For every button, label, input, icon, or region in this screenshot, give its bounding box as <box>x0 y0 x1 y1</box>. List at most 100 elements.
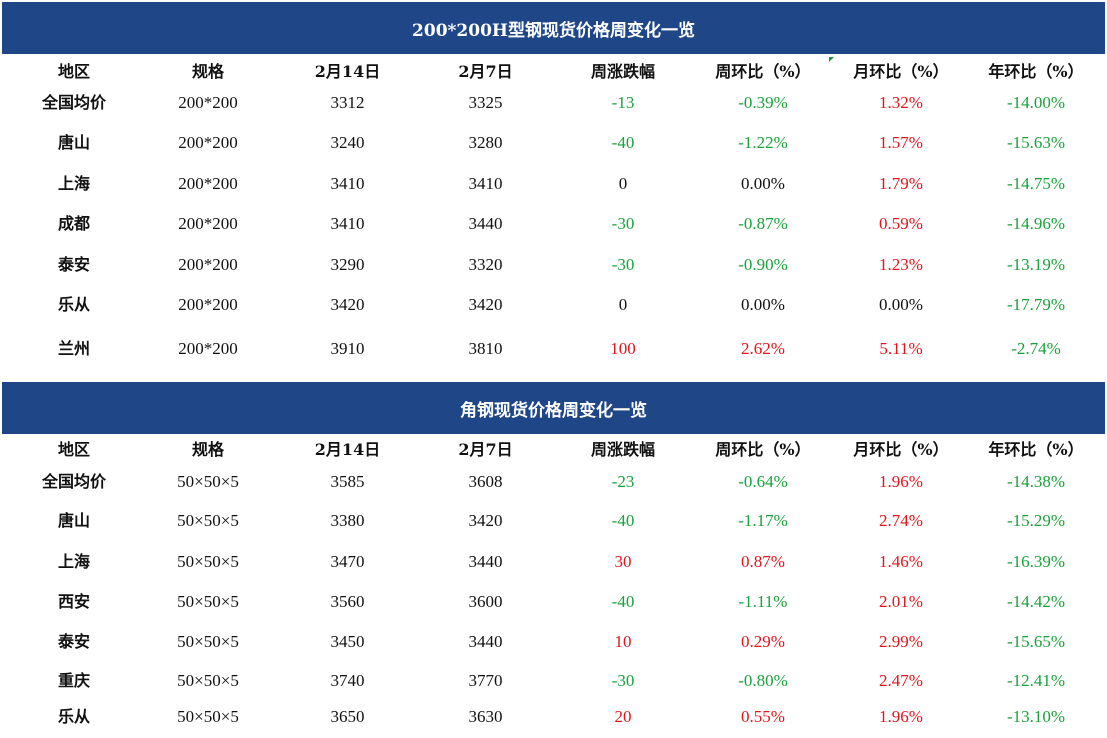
cell-weekly-change: -40 <box>611 592 635 611</box>
cell-price-current: 3470 <box>330 552 365 571</box>
cell-week-pct: -0.80% <box>738 671 788 690</box>
cell-price-current: 3650 <box>330 707 365 726</box>
cell-month-pct: 1.79% <box>879 174 923 193</box>
cell-year-pct: -16.39% <box>1006 552 1066 571</box>
cell-week-pct: -0.90% <box>738 255 788 274</box>
cell-region: 西安 <box>57 592 90 611</box>
cell-year-pct: -2.74% <box>1011 339 1061 358</box>
cell-region: 乐从 <box>57 295 90 314</box>
table-row: 全国均价 50×50×5 3585 3608 -23 -0.64% 1.96% -14.38% <box>0 470 1107 494</box>
header-date-previous: 2月7日 <box>458 440 513 459</box>
cell-price-current: 3290 <box>330 255 365 274</box>
cell-month-pct: 1.23% <box>879 255 923 274</box>
cell-spec: 200*200 <box>178 295 238 314</box>
cell-spec: 200*200 <box>178 339 238 358</box>
cell-region: 唐山 <box>57 133 90 152</box>
header-week-pct: 周环比（%） <box>715 440 811 459</box>
table-row: 全国均价 200*200 3312 3325 -13 -0.39% 1.32% -14.00% <box>0 91 1107 115</box>
header-date-previous: 2月7日 <box>458 62 513 81</box>
cell-price-previous: 3420 <box>468 511 503 530</box>
cell-price-previous: 3608 <box>468 472 503 491</box>
cell-price-current: 3410 <box>330 214 365 233</box>
cell-region: 全国均价 <box>41 93 106 112</box>
cell-spec: 50×50×5 <box>177 552 239 571</box>
cell-week-pct: 0.87% <box>741 552 785 571</box>
cell-weekly-change: 30 <box>614 552 632 571</box>
cell-price-previous: 3440 <box>468 552 503 571</box>
cell-week-pct: 0.00% <box>741 174 785 193</box>
header-spec: 规格 <box>191 440 224 459</box>
cell-spec: 50×50×5 <box>177 472 239 491</box>
cell-week-pct: 0.55% <box>741 707 785 726</box>
header-month-pct: 月环比（%） <box>853 62 949 81</box>
cell-weekly-change: -30 <box>611 214 635 233</box>
cell-year-pct: -14.42% <box>1006 592 1066 611</box>
cell-weekly-change: 100 <box>610 339 636 358</box>
table2-header-row: 地区 规格 2月14日 2月7日 周涨跌幅 周环比（%） 月环比（%） 年环比（… <box>0 438 1107 462</box>
table2-title-banner: 角钢现货价格周变化一览 <box>2 382 1105 434</box>
cell-year-pct: -15.63% <box>1006 133 1066 152</box>
cell-price-current: 3560 <box>330 592 365 611</box>
cell-month-pct: 2.47% <box>879 671 923 690</box>
cell-region: 上海 <box>57 552 90 571</box>
cell-year-pct: -14.00% <box>1006 93 1066 112</box>
cell-price-current: 3585 <box>330 472 365 491</box>
header-weekly-change: 周涨跌幅 <box>590 440 655 459</box>
cell-month-pct: 0.59% <box>879 214 923 233</box>
cell-month-pct: 2.01% <box>879 592 923 611</box>
cell-weekly-change: 0 <box>618 295 628 314</box>
cell-weekly-change: -23 <box>611 472 635 491</box>
cell-weekly-change: -13 <box>611 93 635 112</box>
cell-week-pct: -1.22% <box>738 133 788 152</box>
table-row: 唐山 200*200 3240 3280 -40 -1.22% 1.57% -15.63% <box>0 131 1107 155</box>
table-row: 乐从 50×50×5 3650 3630 20 0.55% 1.96% -13.10% <box>0 705 1107 729</box>
table-row: 泰安 200*200 3290 3320 -30 -0.90% 1.23% -13.19% <box>0 253 1107 277</box>
cell-spec: 50×50×5 <box>177 671 239 690</box>
cell-price-previous: 3440 <box>468 214 503 233</box>
cell-weekly-change: -30 <box>611 671 635 690</box>
cell-price-current: 3312 <box>330 93 365 112</box>
cell-weekly-change: -40 <box>611 511 635 530</box>
cell-weekly-change: 20 <box>614 707 632 726</box>
cell-year-pct: -15.29% <box>1006 511 1066 530</box>
cell-comment-marker-icon <box>829 57 834 62</box>
table-row: 成都 200*200 3410 3440 -30 -0.87% 0.59% -14.96% <box>0 212 1107 236</box>
cell-weekly-change: -30 <box>611 255 635 274</box>
cell-month-pct: 2.99% <box>879 632 923 651</box>
header-year-pct: 年环比（%） <box>988 440 1084 459</box>
cell-month-pct: 2.74% <box>879 511 923 530</box>
cell-spec: 200*200 <box>178 93 238 112</box>
table-row: 西安 50×50×5 3560 3600 -40 -1.11% 2.01% -14.42% <box>0 590 1107 614</box>
cell-year-pct: -14.75% <box>1006 174 1066 193</box>
cell-week-pct: -0.87% <box>738 214 788 233</box>
header-week-pct: 周环比（%） <box>715 62 811 81</box>
cell-spec: 50×50×5 <box>177 707 239 726</box>
table2-title: 角钢现货价格周变化一览 <box>460 400 647 421</box>
cell-region: 上海 <box>57 174 90 193</box>
table-row: 兰州 200*200 3910 3810 100 2.62% 5.11% -2.74% <box>0 337 1107 361</box>
cell-week-pct: 2.62% <box>741 339 785 358</box>
table-row: 乐从 200*200 3420 3420 0 0.00% 0.00% -17.79% <box>0 293 1107 317</box>
cell-spec: 200*200 <box>178 214 238 233</box>
cell-price-current: 3410 <box>330 174 365 193</box>
cell-month-pct: 1.96% <box>879 707 923 726</box>
cell-price-previous: 3440 <box>468 632 503 651</box>
table1-title-banner: 200*200H型钢现货价格周变化一览 <box>2 2 1105 54</box>
cell-year-pct: -13.10% <box>1006 707 1066 726</box>
table-row: 唐山 50×50×5 3380 3420 -40 -1.17% 2.74% -15.29% <box>0 509 1107 533</box>
cell-year-pct: -17.79% <box>1006 295 1066 314</box>
header-spec: 规格 <box>191 62 224 81</box>
cell-year-pct: -12.41% <box>1006 671 1066 690</box>
cell-price-previous: 3280 <box>468 133 503 152</box>
cell-price-current: 3420 <box>330 295 365 314</box>
cell-region: 成都 <box>57 214 90 233</box>
cell-region: 乐从 <box>57 707 90 726</box>
cell-price-previous: 3600 <box>468 592 503 611</box>
cell-region: 泰安 <box>57 632 90 651</box>
cell-year-pct: -14.96% <box>1006 214 1066 233</box>
cell-week-pct: 0.29% <box>741 632 785 651</box>
table1-title: 200*200H型钢现货价格周变化一览 <box>412 20 695 41</box>
cell-spec: 200*200 <box>178 133 238 152</box>
table-row: 上海 50×50×5 3470 3440 30 0.87% 1.46% -16.39% <box>0 550 1107 574</box>
cell-price-current: 3240 <box>330 133 365 152</box>
